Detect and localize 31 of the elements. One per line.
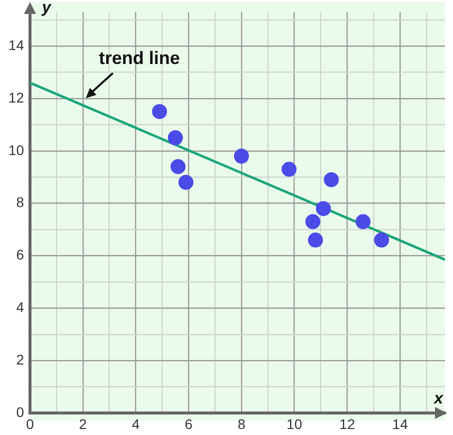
point: [305, 214, 320, 230]
point: [234, 148, 249, 164]
y-tick-label: 0: [16, 404, 24, 420]
y-tick-label: 14: [8, 36, 24, 53]
y-tick-label: 8: [16, 194, 24, 210]
point: [324, 172, 339, 188]
x-tick-label: 0: [26, 416, 34, 432]
point: [308, 232, 323, 248]
point: [178, 174, 194, 190]
x-tick-label: 8: [238, 416, 246, 432]
y-tick-label: 6: [16, 246, 24, 263]
y-axis-title: y: [41, 0, 52, 16]
x-tick-label: 12: [339, 416, 356, 432]
x-tick-label: 6: [184, 416, 193, 432]
y-tick-label: 2: [16, 351, 24, 368]
y-tick-label: 4: [16, 299, 24, 316]
y-tick-label: 12: [8, 89, 24, 106]
x-tick-label: 14: [392, 416, 408, 432]
point: [170, 159, 186, 174]
point: [168, 130, 183, 146]
annotation: trend line: [98, 48, 180, 68]
x-tick-label: 4: [132, 416, 140, 432]
y-tick-label: 10: [8, 142, 24, 158]
point: [282, 162, 297, 177]
point: [356, 214, 371, 230]
x-axis-title: x: [433, 390, 444, 408]
point: [316, 201, 331, 216]
x-tick-label: 2: [78, 416, 87, 432]
point: [152, 104, 168, 120]
x-tick-label: 10: [286, 416, 302, 432]
point: [374, 232, 390, 248]
